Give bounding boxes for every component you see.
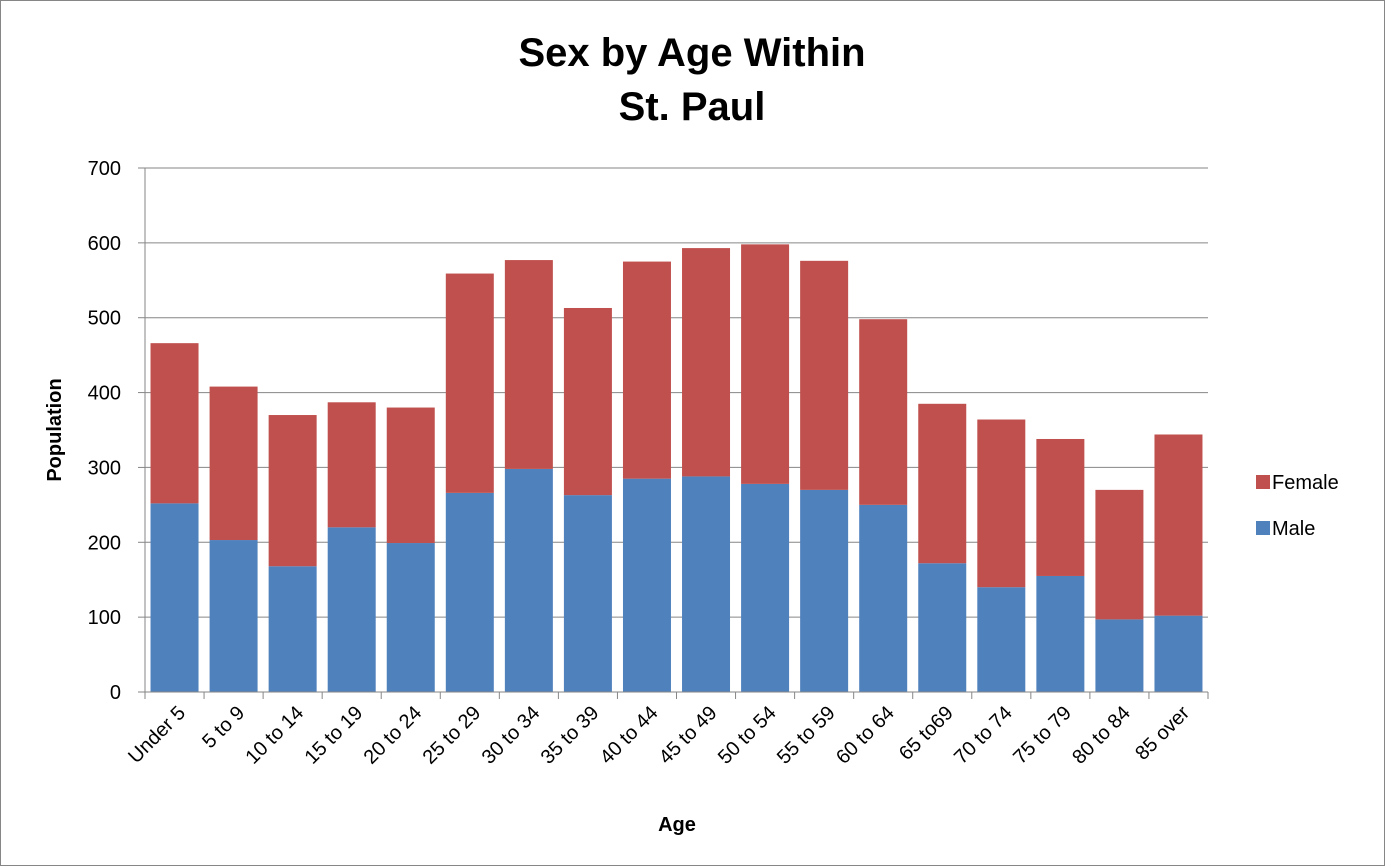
bar-female-segment [1095, 489, 1144, 620]
bar-male-segment [741, 483, 790, 692]
x-tick-label: 60 to 64 [832, 702, 899, 769]
y-tick-label: 200 [88, 532, 121, 554]
x-tick-label: 30 to 34 [478, 702, 545, 769]
bar-male-segment [800, 489, 849, 692]
chart-title-line: St. Paul [619, 85, 766, 129]
bar-female-segment [741, 244, 790, 484]
x-tick-label: 55 to 59 [773, 702, 840, 769]
bar-female-segment [1036, 438, 1085, 576]
bar-male-segment [682, 476, 731, 692]
bar-male-segment [504, 468, 553, 692]
bar-male-segment [209, 540, 258, 692]
y-tick-label: 500 [88, 308, 121, 330]
x-tick-label: 65 to69 [895, 702, 958, 765]
bar-female-segment [445, 273, 494, 493]
bar-male-segment [563, 495, 612, 692]
x-tick-label: Under 5 [124, 702, 190, 768]
bar-female-segment [977, 419, 1026, 588]
y-tick-label: 700 [88, 158, 121, 180]
bar-female-segment [682, 248, 731, 477]
x-tick-label: 50 to 54 [714, 702, 781, 769]
y-tick-label: 600 [88, 233, 121, 255]
x-tick-label: 40 to 44 [596, 702, 663, 769]
bar-male-segment [918, 563, 967, 692]
bar-male-segment [445, 492, 494, 692]
bar-female-segment [859, 319, 908, 505]
x-tick-label: 85 over [1131, 702, 1194, 765]
x-axis-title: Age [658, 814, 696, 836]
bar-male-segment [1036, 575, 1085, 692]
bar-male-segment [1154, 615, 1203, 692]
bar-male-segment [327, 527, 376, 692]
legend-label-male: Male [1272, 518, 1315, 540]
y-tick-label: 400 [88, 383, 121, 405]
x-tick-label: 70 to 74 [950, 702, 1017, 769]
x-tick-label: 10 to 14 [241, 702, 308, 769]
y-tick-label: 0 [110, 682, 121, 704]
legend: Female Male [1256, 472, 1339, 540]
bar-male-segment [268, 566, 317, 692]
legend-label-female: Female [1272, 472, 1339, 494]
x-tick-label: 25 to 29 [419, 702, 486, 769]
bars [150, 244, 1203, 692]
bar-female-segment [918, 403, 967, 564]
bar-female-segment [504, 260, 553, 469]
bar-male-segment [386, 543, 435, 692]
bar-female-segment [622, 261, 671, 479]
bar-female-segment [563, 307, 612, 496]
legend-swatch-female [1256, 475, 1270, 489]
x-tick-label: 20 to 24 [360, 702, 427, 769]
bar-female-segment [800, 260, 849, 490]
y-axis-title: Population [44, 378, 66, 481]
x-tick-label: 75 to 79 [1009, 702, 1076, 769]
bar-male-segment [977, 587, 1026, 692]
chart-title-line: Sex by Age Within [518, 31, 865, 75]
bar-female-segment [386, 407, 435, 544]
x-tick-label: 15 to 19 [301, 702, 368, 769]
gridlines [145, 167, 1208, 618]
bar-male-segment [622, 478, 671, 692]
x-tick-label: 80 to 84 [1068, 702, 1135, 769]
y-tick-label: 300 [88, 457, 121, 479]
bar-female-segment [209, 386, 258, 541]
y-tick-label: 100 [88, 607, 121, 629]
bar-male-segment [859, 504, 908, 692]
bar-female-segment [150, 343, 199, 504]
x-tick-label: 5 to 9 [198, 702, 249, 753]
x-tick-label: 45 to 49 [655, 702, 722, 769]
bar-female-segment [327, 402, 376, 528]
bar-male-segment [150, 503, 199, 692]
bar-female-segment [268, 415, 317, 567]
bar-female-segment [1154, 434, 1203, 616]
chart-title: Sex by Age Within St. Paul [518, 31, 865, 129]
legend-swatch-male [1256, 521, 1270, 535]
bar-male-segment [1095, 619, 1144, 692]
x-tick-label: 35 to 39 [537, 702, 604, 769]
